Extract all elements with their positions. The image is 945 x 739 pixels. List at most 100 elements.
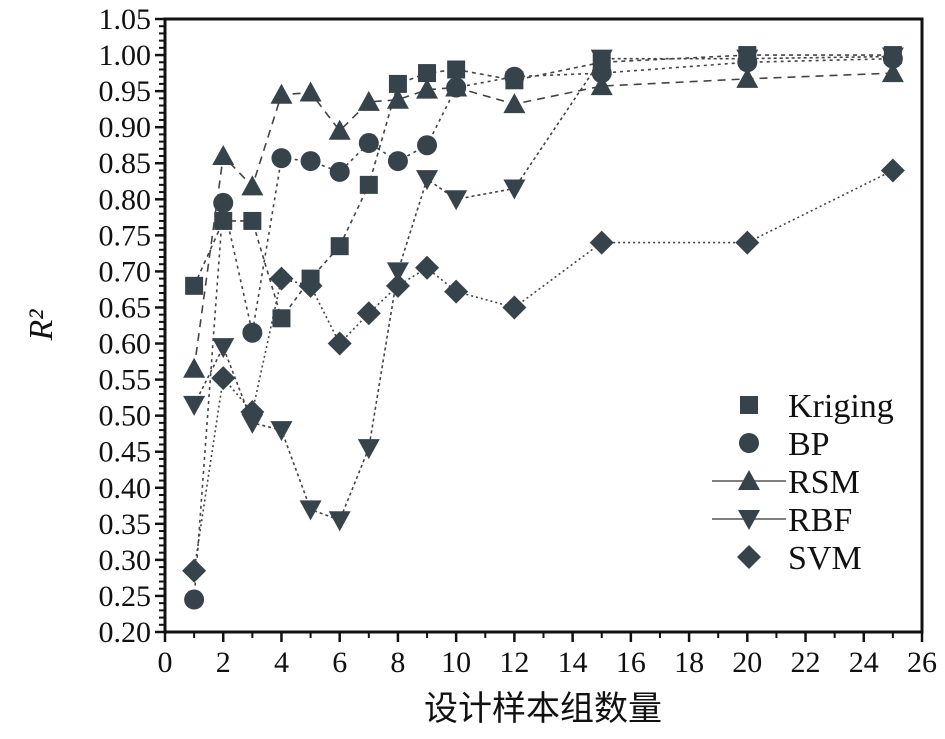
data-point-rbf [299,500,322,521]
x-tick-label: 0 [158,646,173,679]
data-point-rsm [503,93,526,114]
legend-label: RBF [788,502,852,539]
data-point-rsm [386,88,409,109]
data-point-rbf [357,439,380,460]
y-tick-label: 0.95 [99,75,152,108]
data-point-kriging [330,237,349,256]
data-point-svm [298,273,323,298]
y-tick-label: 0.35 [99,508,152,541]
y-tick-label: 0.80 [99,183,152,216]
x-tick-label: 10 [441,646,471,679]
legend-item-svm: SVM [737,540,862,577]
series-line [193,57,893,600]
data-point-rsm [445,76,468,97]
data-point-svm [385,273,410,298]
data-point-svm [880,158,905,183]
data-point-bp [329,161,350,182]
data-point-rsm [881,62,904,83]
data-point-bp [387,151,408,172]
y-tick-label: 0.45 [99,436,152,469]
series-line [193,54,893,321]
legend-label: BP [788,426,830,463]
data-point-svm [182,558,207,583]
legend-marker [738,470,760,490]
data-point-rsm [736,67,759,88]
data-point-rsm [270,83,293,104]
data-point-kriging [359,175,378,194]
legend-label: SVM [788,540,862,577]
data-point-rsm [328,119,351,140]
data-point-svm [269,266,294,291]
data-point-rbf [416,170,439,191]
legend-item-bp: BP [739,426,830,463]
series-svm [182,158,905,583]
y-tick-label: 0.90 [99,111,152,144]
data-point-bp [504,66,525,87]
y-axis-label: R² [23,309,60,342]
data-point-kriging [418,64,437,83]
data-point-rbf [386,262,409,283]
data-point-rsm [590,75,613,96]
y-tick-label: 0.75 [99,219,152,252]
data-point-rbf [503,179,526,200]
x-tick-label: 2 [216,646,231,679]
data-point-bp [358,133,379,154]
y-tick-label: 0.30 [99,544,152,577]
x-tick-label: 24 [849,646,879,679]
data-point-kriging [243,211,262,230]
y-tick-label: 1.05 [99,3,152,36]
data-point-bp [591,63,612,84]
x-tick-label: 16 [616,646,646,679]
y-tick-label: 0.65 [99,291,152,324]
data-point-svm [735,230,760,255]
data-point-svm [240,400,265,425]
data-point-rsm [299,81,322,102]
legend-item-kriging: Kriging [740,388,894,425]
x-tick-label: 4 [274,646,289,679]
data-point-bp [300,151,321,172]
data-point-kriging [447,60,466,79]
data-point-rsm [241,175,264,196]
legend-marker [740,396,758,414]
x-tick-label: 20 [732,646,762,679]
y-tick-label: 0.55 [99,364,152,397]
series-rbf [183,47,904,532]
legend-label: RSM [788,464,860,501]
data-point-svm [327,331,352,356]
data-point-rbf [736,49,759,70]
x-tick-label: 12 [499,646,529,679]
x-tick-label: 14 [558,646,588,679]
data-point-svm [589,230,614,255]
series-line [193,72,893,369]
x-tick-label: 8 [390,646,405,679]
y-tick-label: 0.40 [99,472,152,505]
data-point-svm [356,301,381,326]
x-tick-label: 22 [791,646,821,679]
data-point-rsm [212,145,235,166]
legend-item-rsm: RSM [712,464,860,501]
y-tick-label: 0.20 [99,616,152,649]
y-tick-label: 0.60 [99,328,152,361]
data-point-rsm [357,90,380,111]
x-axis-label: 设计样本组数量 [424,690,662,728]
y-tick-label: 0.70 [99,255,152,288]
data-point-svm [211,366,236,391]
series-line [193,169,894,571]
legend-label: Kriging [788,388,894,425]
legend-marker [737,545,761,569]
y-tick-label: 1.00 [99,39,152,72]
data-point-kriging [214,211,233,230]
data-point-bp [271,148,292,169]
data-point-rsm [416,78,439,99]
data-point-kriging [388,74,407,93]
data-point-rbf [328,511,351,532]
data-point-svm [444,279,469,304]
x-tick-label: 26 [907,646,937,679]
data-point-rbf [445,190,468,211]
data-point-bp [184,589,205,610]
data-point-rbf [270,421,293,442]
data-point-bp [242,322,263,343]
data-point-svm [415,255,440,280]
